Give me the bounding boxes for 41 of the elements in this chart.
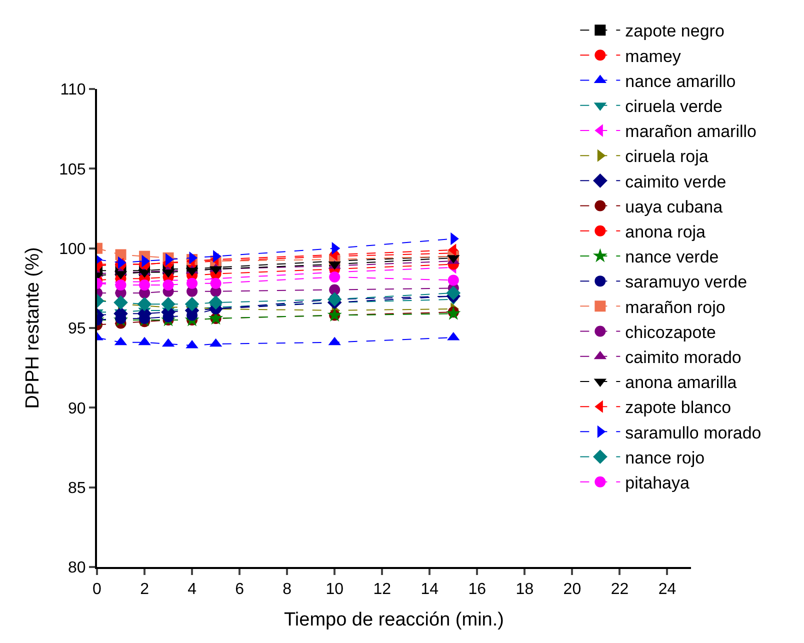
x-tick-label: 24 (658, 581, 676, 598)
legend-label: saramuyo verde (625, 272, 748, 292)
x-tick-label: 4 (188, 581, 197, 598)
legend-label: marañon rojo (625, 298, 726, 317)
legend-label: anona amarilla (625, 373, 738, 392)
x-tick-label: 10 (326, 581, 344, 598)
y-tick-label: 80 (68, 560, 86, 577)
x-tick-label: 14 (420, 581, 439, 598)
legend-label: uaya cubana (625, 197, 724, 216)
x-tick-label: 2 (140, 581, 150, 598)
legend-label: ciruela verde (625, 97, 722, 116)
x-tick-label: 6 (235, 581, 244, 598)
y-tick-label: 105 (59, 161, 86, 178)
x-tick-label: 20 (563, 581, 582, 598)
legend-label: caimito verde (625, 172, 726, 192)
x-tick-label: 16 (468, 581, 486, 598)
x-tick-label: 12 (373, 581, 392, 598)
legend-label: marañon amarillo (625, 122, 757, 142)
y-tick-label: 100 (59, 240, 86, 258)
legend-label: nance verde (625, 248, 719, 267)
legend-label: caimito morado (625, 348, 742, 367)
legend-label: zapote negro (625, 22, 724, 41)
x-axis-title: Tiempo de reacción (min.) (284, 610, 504, 630)
x-tick-label: 22 (610, 581, 629, 598)
x-tick-label: 18 (516, 581, 534, 598)
y-tick-label: 95 (68, 320, 86, 338)
x-tick-label: 0 (92, 581, 102, 598)
legend-label: nance rojo (625, 448, 705, 468)
legend-label: nance amarillo (625, 72, 736, 91)
legend-label: chicozapote (625, 322, 716, 342)
x-tick-label: 8 (282, 581, 292, 598)
legend-label: saramullo morado (625, 423, 762, 442)
y-tick-label: 90 (68, 400, 86, 418)
y-axis-title: DPPH restante (%) (22, 247, 44, 409)
y-tick-label: 85 (68, 480, 86, 497)
legend-label: mamey (625, 46, 682, 66)
legend-label: ciruela roja (625, 147, 709, 166)
legend-label: zapote blanco (625, 398, 732, 418)
legend-label: pitahaya (625, 474, 690, 492)
legend-label: anona roja (625, 222, 706, 242)
y-tick-label: 110 (60, 82, 86, 99)
